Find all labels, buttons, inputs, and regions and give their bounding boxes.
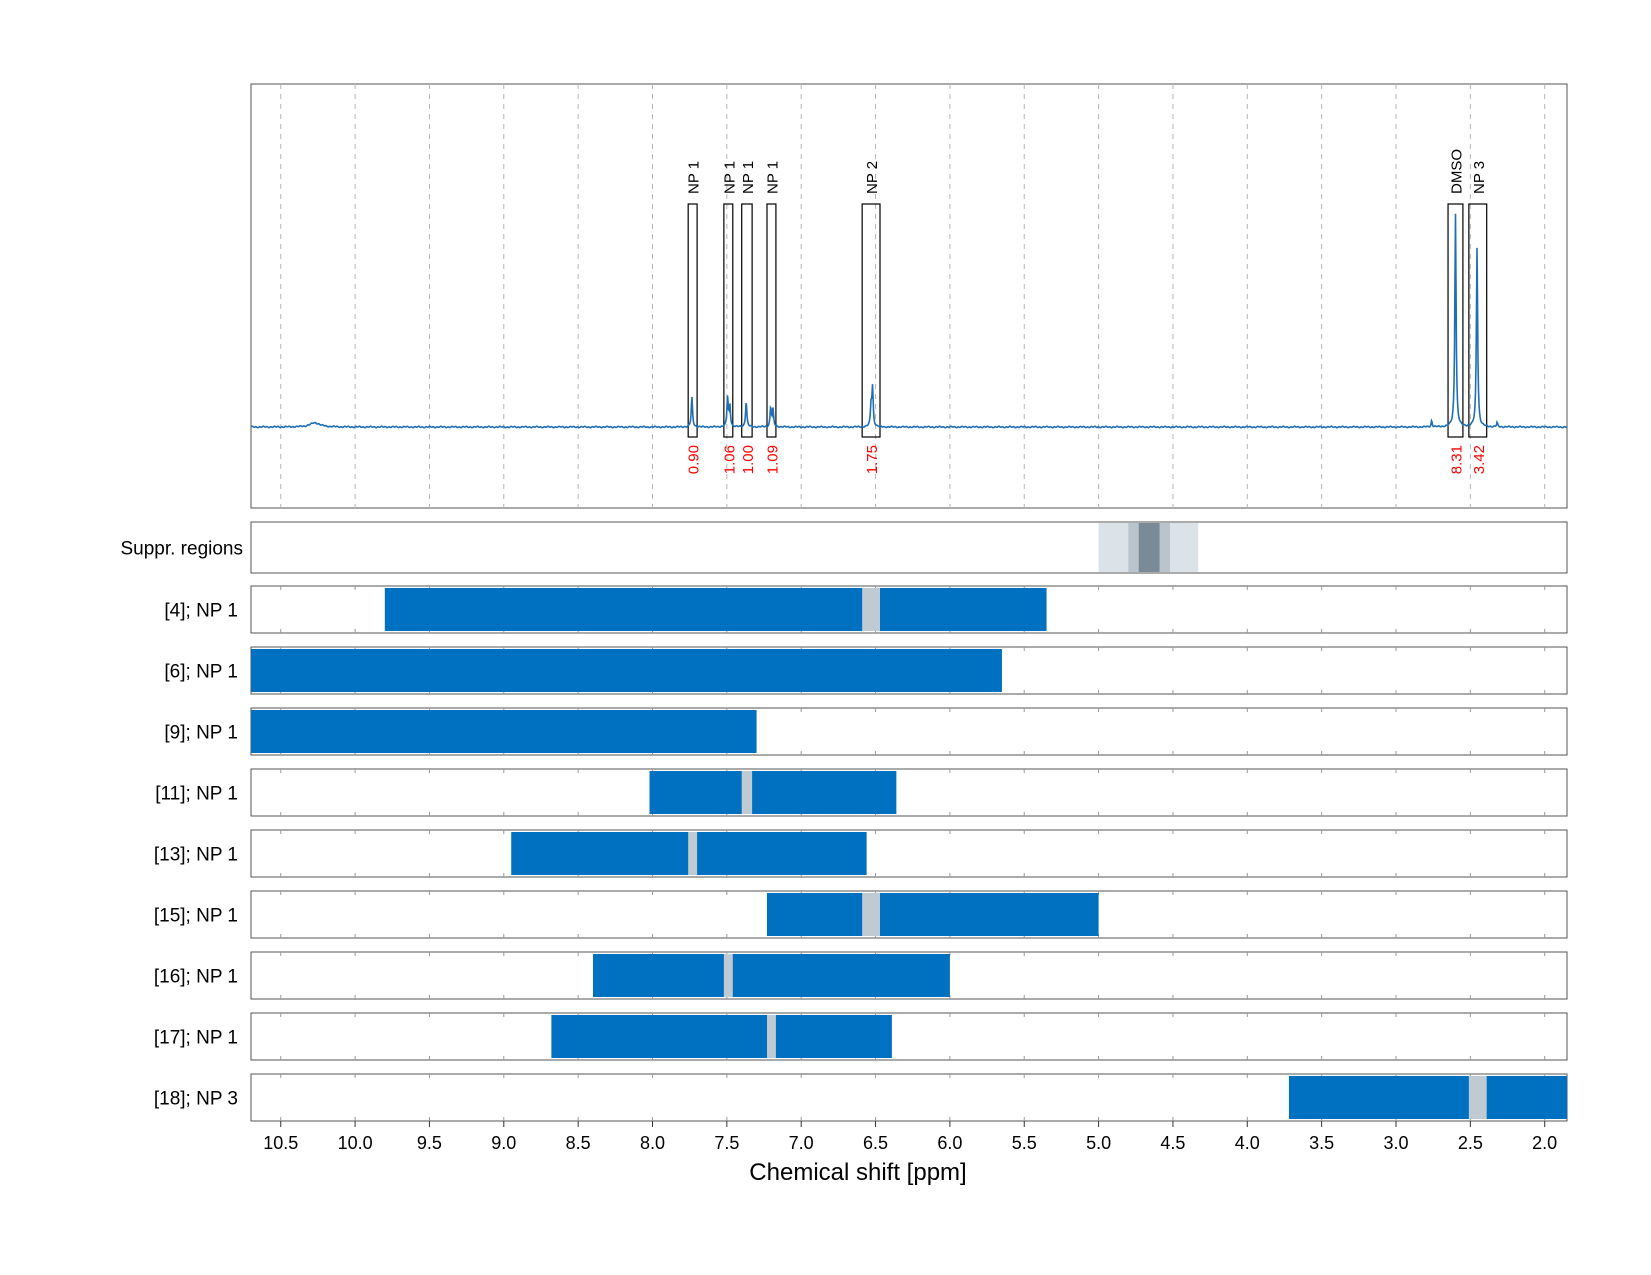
spectrum-line: [250, 213, 1568, 429]
spectrum-panel: NP 1 0.90 NP 1 1.06 NP 1 1.00 NP 1 1.09 NP 2 1.75…: [250, 83, 1568, 509]
x-tick-label: 2.0: [1532, 1133, 1557, 1153]
suppression-panel: Suppr. regions: [120, 521, 1568, 574]
peak-label: NP 1: [721, 161, 738, 194]
x-tick-label: 3.5: [1309, 1133, 1334, 1153]
integral-value: 1.09: [764, 445, 781, 474]
signal-bar: [766, 893, 1099, 936]
suppression-label: Suppr. regions: [120, 539, 243, 560]
x-tick-label: 3.0: [1383, 1133, 1408, 1153]
integral-value: 1.75: [864, 445, 881, 474]
integral-value: 1.06: [721, 445, 738, 474]
integral-value: 3.42: [1471, 445, 1488, 474]
x-tick-label: 5.5: [1012, 1133, 1037, 1153]
x-axis: 10.5 10.0 9.5 9.0 8.5 8.0 7.5 7.0 6.5 6.0 5.5 5.0 4.…: [263, 1121, 1557, 1153]
x-tick-label: 4.0: [1235, 1133, 1260, 1153]
signal-row: [18]; NP 3: [154, 1073, 1568, 1122]
x-tick-label: 7.5: [714, 1133, 739, 1153]
signal-row: [6]; NP 1: [164, 646, 1568, 695]
x-axis-label: Chemical shift [ppm]: [749, 1159, 966, 1186]
signal-row: [17]; NP 1: [154, 1012, 1568, 1061]
row-label: [4]; NP 1: [164, 601, 238, 622]
signal-row: [9]; NP 1: [164, 707, 1568, 756]
signal-row: [11]; NP 1: [155, 768, 1568, 817]
signal-bar: [551, 1015, 892, 1058]
peak-box: [1468, 203, 1488, 438]
peak-box: [723, 203, 734, 438]
x-tick-label: 8.0: [640, 1133, 665, 1153]
row-frame: [250, 1012, 1568, 1061]
peak-label: NP 1: [686, 161, 703, 194]
spectrum-frame: [250, 83, 1568, 509]
row-label: [13]; NP 1: [154, 845, 238, 866]
signal-bar: [649, 771, 897, 814]
row-label: [16]; NP 1: [154, 967, 238, 988]
signal-row: [13]; NP 1: [154, 829, 1568, 878]
suppression-band: [1138, 523, 1160, 572]
x-tick-label: 10.0: [338, 1133, 373, 1153]
signal-gap: [766, 1015, 776, 1058]
x-tick-label: 8.5: [566, 1133, 591, 1153]
peak-label: NP 1: [764, 161, 781, 194]
signal-row: [15]; NP 1: [154, 890, 1568, 939]
row-label: [9]; NP 1: [164, 723, 238, 744]
peak-box: [766, 203, 777, 438]
peak-box: [1447, 203, 1464, 438]
integral-value: 1.00: [740, 445, 757, 474]
row-label: [15]; NP 1: [154, 906, 238, 927]
x-tick-label: 9.0: [491, 1133, 516, 1153]
row-label: [17]; NP 1: [154, 1028, 238, 1049]
signal-bar: [251, 710, 757, 753]
x-tick-label: 7.0: [789, 1133, 814, 1153]
suppression-frame: [250, 521, 1568, 574]
signal-row: [4]; NP 1: [164, 585, 1568, 634]
peak-box: [861, 203, 881, 438]
x-tick-label: 2.5: [1458, 1133, 1483, 1153]
row-label: [11]; NP 1: [155, 784, 238, 805]
x-tick-label: 4.5: [1160, 1133, 1185, 1153]
peak-box: [687, 203, 698, 438]
x-tick-label: 6.5: [863, 1133, 888, 1153]
signal-gap: [862, 893, 881, 936]
x-tick-label: 9.5: [417, 1133, 442, 1153]
x-tick-label: 6.0: [937, 1133, 962, 1153]
integral-value: 0.90: [686, 445, 703, 474]
row-frame: [250, 768, 1568, 817]
row-frame: [250, 829, 1568, 878]
peak-label: DMSO: [1448, 149, 1465, 194]
row-label: [6]; NP 1: [164, 662, 238, 683]
x-tick-label: 10.5: [263, 1133, 298, 1153]
signal-bar: [593, 954, 950, 997]
signal-gap: [688, 832, 698, 875]
row-label: [18]; NP 3: [154, 1089, 238, 1110]
signal-gap: [741, 771, 753, 814]
signal-gap: [862, 588, 881, 631]
signal-gap: [1468, 1076, 1487, 1119]
integral-value: 8.31: [1448, 445, 1465, 474]
x-tick-label: 5.0: [1086, 1133, 1111, 1153]
signal-rows-panel: [4]; NP 1 [6]; NP 1 [9]; NP 1 [11]; NP 1 [13…: [154, 585, 1568, 1122]
peak-label: NP 3: [1471, 161, 1488, 194]
peak-label: NP 2: [864, 161, 881, 194]
peak-label: NP 1: [740, 161, 757, 194]
signal-bar: [384, 588, 1047, 631]
signal-row: [16]; NP 1: [154, 951, 1568, 1000]
signal-bar: [251, 649, 1002, 692]
peak-box: [741, 203, 753, 438]
signal-bar: [1288, 1076, 1567, 1119]
signal-gap: [723, 954, 733, 997]
